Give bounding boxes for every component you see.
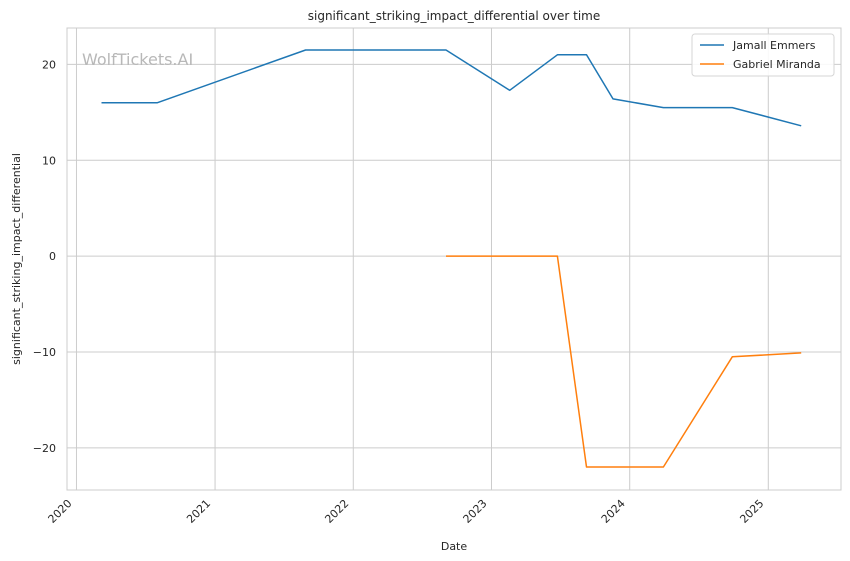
y-tick-label: −10 (33, 346, 56, 359)
y-axis-title: significant_striking_impact_differential (10, 153, 23, 365)
x-axis-title: Date (441, 540, 468, 553)
legend: Jamall Emmers Gabriel Miranda (691, 33, 835, 77)
y-tick-label: −20 (33, 442, 56, 455)
plot-frame (66, 27, 842, 491)
series-line-gabriel-miranda (446, 255, 802, 468)
y-tick-label: 10 (42, 154, 56, 167)
chart-title: significant_striking_impact_differential… (308, 9, 600, 23)
series-lines (101, 49, 802, 468)
legend-label-gabriel-miranda: Gabriel Miranda (733, 58, 821, 71)
series-line-jamall-emmers (101, 49, 802, 127)
y-tick-label: 20 (42, 58, 56, 71)
y-tick-label: 0 (49, 250, 56, 263)
watermark: WolfTickets.AI (82, 50, 193, 69)
y-tick-labels: 20 10 0 −10 −20 (33, 58, 56, 454)
legend-label-jamall-emmers: Jamall Emmers (732, 39, 816, 52)
legend-box (691, 33, 835, 77)
